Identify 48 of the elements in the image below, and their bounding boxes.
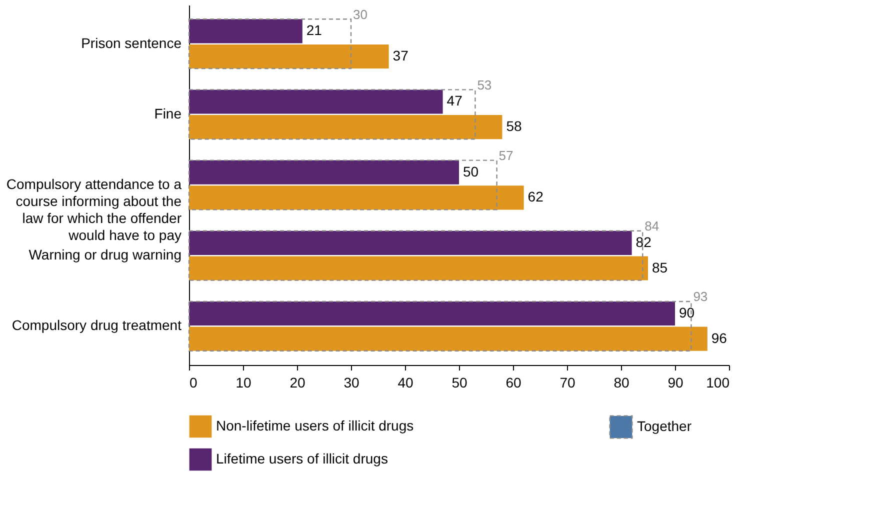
bar (189, 160, 459, 184)
data-label: 96 (711, 330, 728, 346)
bar (188, 300, 692, 352)
x-tick-label: 100 (706, 374, 730, 390)
y-tick-label: Prison sentence (81, 34, 182, 51)
y-tick-label: Fine (154, 105, 182, 122)
legend-label: Lifetime users of illicit drugs (216, 450, 388, 466)
bar (189, 44, 389, 69)
data-label: 50 (463, 163, 479, 180)
bar (188, 18, 352, 70)
legend-label: Together (637, 418, 692, 434)
y-tick-label: Compulsory drug treatment (12, 317, 182, 334)
data-label: 37 (392, 47, 409, 64)
data-label: 21 (306, 22, 322, 38)
data-label: 62 (528, 188, 544, 205)
data-label: 58 (506, 118, 522, 134)
bar (189, 326, 708, 351)
bar (188, 160, 498, 210)
x-tick-label: 90 (668, 374, 684, 390)
legend-label: Non-lifetime users of illicit drugs (216, 418, 414, 434)
bar (189, 301, 675, 326)
data-label: 84 (644, 218, 660, 234)
data-label: 90 (679, 304, 695, 321)
x-tick-label: 20 (290, 374, 306, 390)
bar (188, 89, 476, 140)
data-label: 30 (353, 6, 368, 22)
data-label: 53 (477, 77, 492, 92)
x-tick-label: 80 (614, 374, 630, 390)
bar (189, 256, 648, 280)
x-tick-label: 0 (190, 374, 198, 390)
bar (189, 230, 632, 255)
x-tick-label: 60 (506, 374, 522, 390)
data-label: 82 (636, 234, 652, 250)
y-tick-label: Warning or drug warning (28, 246, 182, 263)
bar (189, 186, 524, 210)
y-tick-label: Compulsory attendance to a course informing about the law for which the offender would have to pay (6, 176, 182, 243)
data-label: 93 (693, 289, 708, 304)
x-tick-label: 40 (398, 374, 414, 390)
data-label: 47 (446, 92, 463, 109)
data-label: 57 (498, 148, 514, 163)
bar (189, 115, 502, 140)
data-label: 85 (652, 259, 668, 276)
bar (189, 19, 302, 44)
x-tick-label: 70 (560, 374, 576, 390)
x-tick-label: 30 (344, 374, 360, 390)
bar (189, 90, 443, 114)
x-tick-label: 50 (452, 374, 468, 390)
x-tick-label: 10 (236, 374, 252, 390)
